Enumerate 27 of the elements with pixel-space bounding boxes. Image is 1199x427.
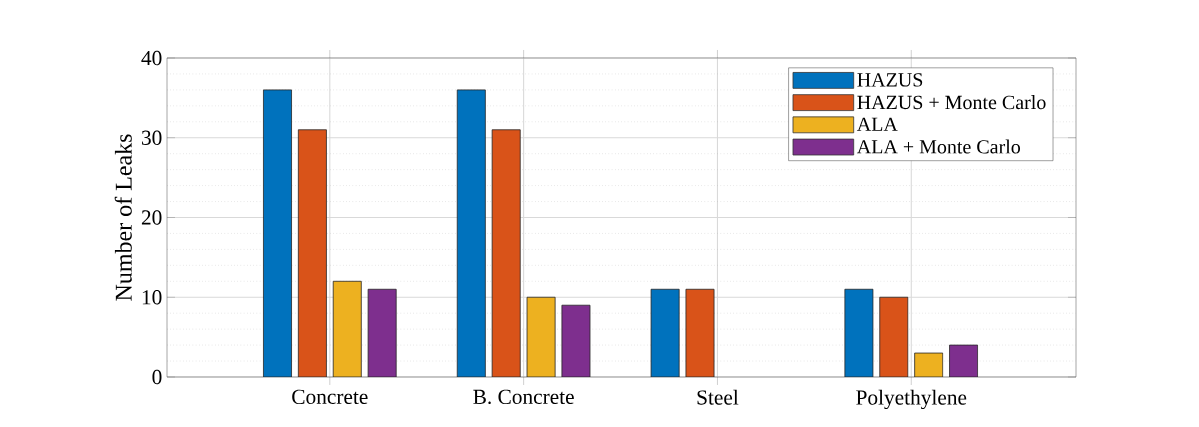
x-tick-label: Steel [697,389,739,405]
y-tick-label: 40 [141,50,162,66]
y-tick-label: 10 [142,290,162,305]
legend-label: ALA [856,117,898,131]
bar [297,129,327,377]
x-tick-label: Concrete [292,389,368,405]
bar [367,288,397,377]
y-tick-label: 0 [152,369,162,385]
y-tick-label: 30 [141,130,162,145]
y-axis-title: Number of Leaks [114,134,132,301]
bar [650,288,680,377]
bar [844,288,874,377]
legend-label: HAZUS [857,73,923,87]
legend-label: ALA + Monte Carlo [856,139,1021,154]
bar [561,304,591,377]
bar [526,296,556,377]
x-tick-label: B. Concrete [473,389,574,405]
y-tick-label: 20 [141,210,162,225]
bar [879,296,909,377]
bar [263,89,292,377]
bar [456,89,486,377]
bar [332,280,362,377]
bar [491,129,521,377]
x-tick-label: Polyethylene [856,389,967,410]
bar [685,288,715,377]
bar [949,344,979,377]
legend-label: HAZUS + Monte Carlo [857,95,1046,110]
